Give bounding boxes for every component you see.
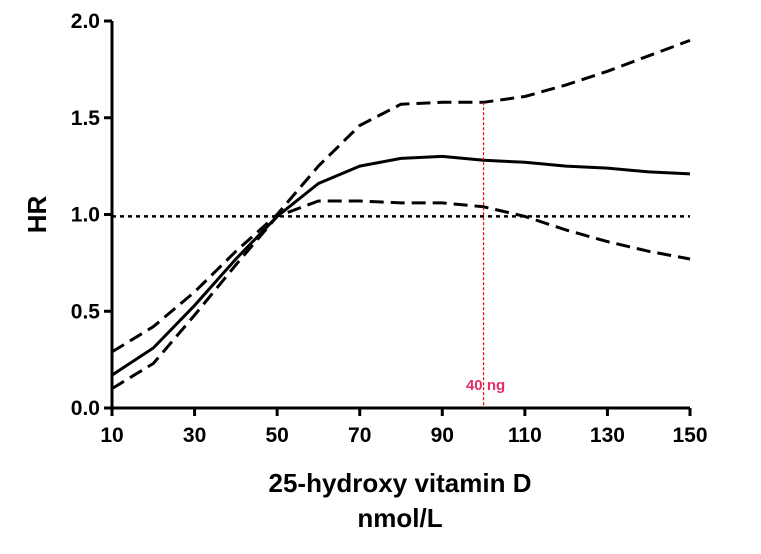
x-axis-title: 25-hydroxy vitamin D	[269, 468, 532, 498]
hr-estimate-line	[111, 154, 691, 377]
lower-ci-line	[111, 199, 691, 390]
x-tick-label: 90	[431, 424, 454, 447]
y-tick-label: 0.0	[71, 397, 100, 420]
x-tick-label: 10	[100, 424, 123, 447]
x-axis-ticks: 10 30 50 70 90 110 130 150	[100, 408, 708, 447]
x-tick-label: 150	[672, 424, 707, 447]
y-tick-label: 0.5	[71, 300, 101, 323]
x-tick-label: 30	[183, 424, 206, 447]
plot-area: 40 ng	[111, 38, 691, 408]
y-axis-title: HR	[22, 196, 52, 234]
x-tick-label: 70	[348, 424, 371, 447]
y-tick-label: 2.0	[71, 10, 100, 33]
y-tick-label: 1.0	[71, 204, 100, 227]
upper-ci-line	[111, 38, 691, 354]
annotation-label: 40 ng	[466, 377, 505, 394]
y-tick-label: 1.5	[71, 107, 101, 130]
x-tick-label: 50	[265, 424, 288, 447]
x-tick-label: 130	[590, 424, 625, 447]
x-tick-label: 110	[508, 424, 542, 447]
x-axis-unit: nmol/L	[357, 503, 442, 533]
y-axis-ticks: 0.0 0.5 1.0 1.5 2.0	[71, 10, 112, 420]
